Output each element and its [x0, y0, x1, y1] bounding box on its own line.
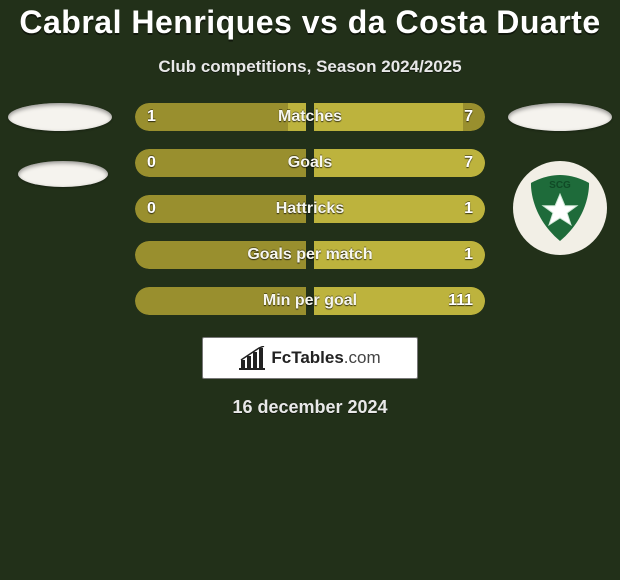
club-shield-icon: SCG	[521, 169, 599, 247]
comparison-panel: SCG 17Matches 07Goals 01Hattricks 1Goals pe…	[0, 103, 620, 315]
page-title: Cabral Henriques vs da Costa Duarte	[19, 4, 600, 41]
stat-bar-matches: 17Matches	[135, 103, 485, 131]
date-label: 16 december 2024	[232, 397, 387, 418]
right-player-avatar-placeholder	[508, 103, 612, 131]
left-club-badge-placeholder	[18, 161, 108, 187]
bar-label: Min per goal	[135, 287, 485, 315]
right-player-column: SCG	[500, 103, 620, 255]
brand-box[interactable]: FcTables.com	[202, 337, 418, 379]
stat-bar-goals-per-match: 1Goals per match	[135, 241, 485, 269]
left-player-column	[0, 103, 120, 187]
page-root: Cabral Henriques vs da Costa Duarte Club…	[0, 0, 620, 580]
stat-bar-hattricks: 01Hattricks	[135, 195, 485, 223]
bar-label: Goals	[135, 149, 485, 177]
stat-bars: 17Matches 07Goals 01Hattricks 1Goals per ma…	[135, 103, 485, 315]
bar-label: Goals per match	[135, 241, 485, 269]
page-subtitle: Club competitions, Season 2024/2025	[158, 57, 461, 77]
svg-text:SCG: SCG	[549, 180, 571, 191]
brand-text-bold: FcTables	[271, 348, 343, 367]
brand-text-light: .com	[344, 348, 381, 367]
stat-bar-min-per-goal: 111Min per goal	[135, 287, 485, 315]
brand-text: FcTables.com	[271, 348, 380, 368]
bar-label: Hattricks	[135, 195, 485, 223]
bar-label: Matches	[135, 103, 485, 131]
brand-chart-icon	[239, 346, 265, 370]
stat-bar-goals: 07Goals	[135, 149, 485, 177]
right-club-badge-shield: SCG	[521, 169, 599, 247]
left-player-avatar-placeholder	[8, 103, 112, 131]
right-club-badge: SCG	[513, 161, 607, 255]
